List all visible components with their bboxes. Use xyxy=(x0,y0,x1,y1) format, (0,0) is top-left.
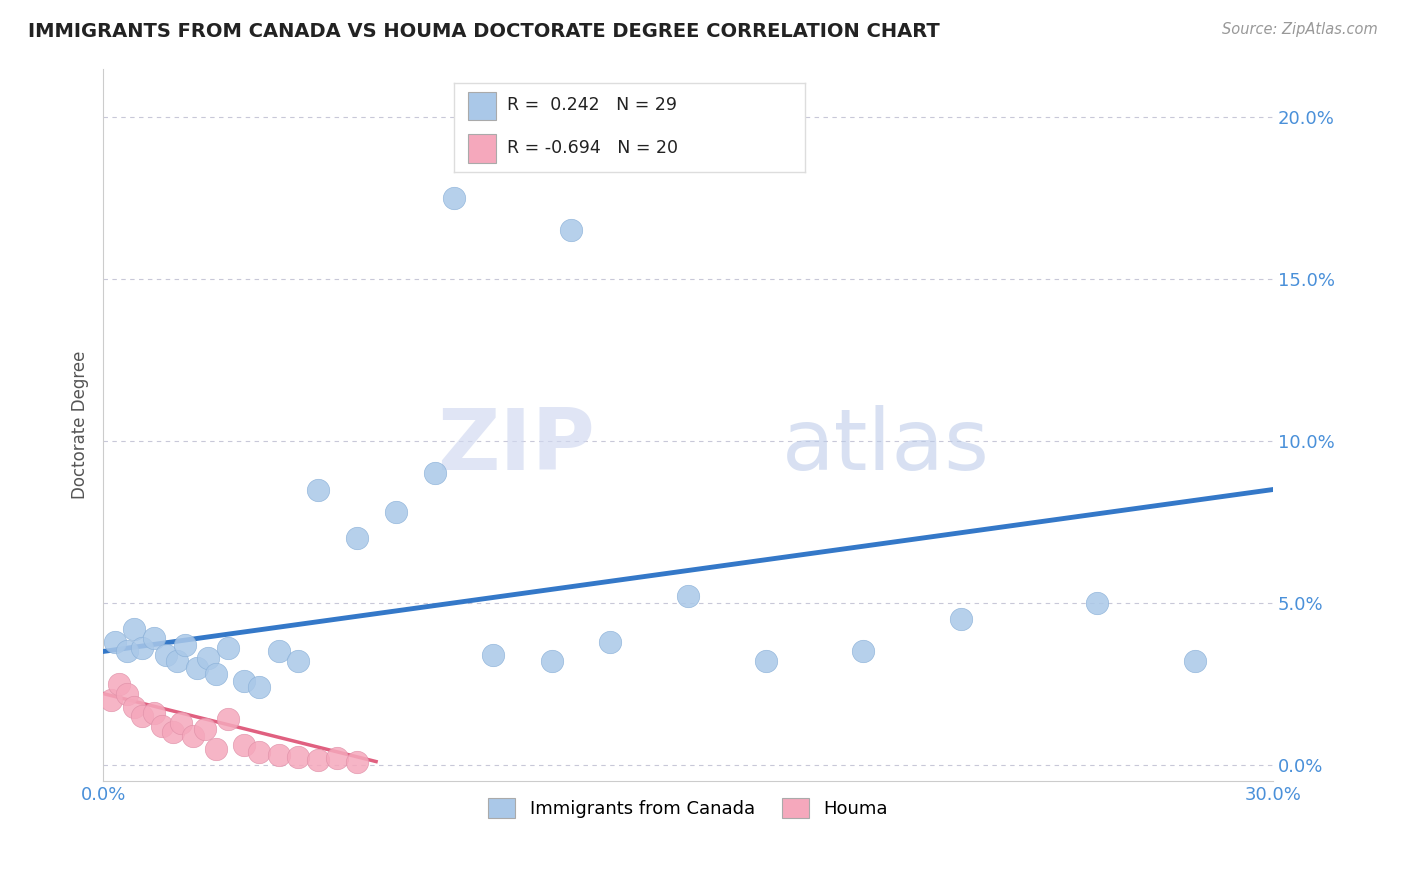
Point xyxy=(267,644,290,658)
Y-axis label: Doctorate Degree: Doctorate Degree xyxy=(72,351,89,499)
Point xyxy=(115,644,138,658)
Point xyxy=(186,660,208,674)
Point xyxy=(104,634,127,648)
Point xyxy=(100,693,122,707)
Point xyxy=(142,632,165,646)
Point xyxy=(326,751,349,765)
Point xyxy=(287,749,309,764)
Point xyxy=(162,725,184,739)
Point xyxy=(205,741,228,756)
Point xyxy=(307,753,329,767)
Point xyxy=(346,531,368,545)
Point xyxy=(346,755,368,769)
Point xyxy=(423,467,446,481)
Text: atlas: atlas xyxy=(782,405,990,488)
Point xyxy=(232,673,254,688)
Point xyxy=(267,748,290,763)
Point xyxy=(107,677,129,691)
Point xyxy=(247,680,270,694)
Point xyxy=(560,223,582,237)
Point xyxy=(131,641,153,656)
Text: Source: ZipAtlas.com: Source: ZipAtlas.com xyxy=(1222,22,1378,37)
Point xyxy=(217,713,239,727)
Point xyxy=(131,709,153,723)
Point xyxy=(307,483,329,497)
Point xyxy=(755,654,778,668)
Point xyxy=(197,651,219,665)
Point xyxy=(155,648,177,662)
Point xyxy=(181,729,204,743)
Point xyxy=(247,745,270,759)
Point xyxy=(142,706,165,720)
Point xyxy=(482,648,505,662)
Point xyxy=(676,590,699,604)
Point xyxy=(443,191,465,205)
Point xyxy=(205,667,228,681)
Point xyxy=(287,654,309,668)
Point xyxy=(170,715,193,730)
Point xyxy=(150,719,173,733)
Point xyxy=(193,722,215,736)
Point xyxy=(384,505,406,519)
Point xyxy=(124,699,146,714)
Point xyxy=(1184,654,1206,668)
Point xyxy=(1087,596,1109,610)
Text: ZIP: ZIP xyxy=(437,405,595,488)
Point xyxy=(852,644,875,658)
Point xyxy=(232,739,254,753)
Point xyxy=(217,641,239,656)
Text: IMMIGRANTS FROM CANADA VS HOUMA DOCTORATE DEGREE CORRELATION CHART: IMMIGRANTS FROM CANADA VS HOUMA DOCTORAT… xyxy=(28,22,939,41)
Point xyxy=(599,634,621,648)
Point xyxy=(124,622,146,636)
Point xyxy=(115,687,138,701)
Point xyxy=(540,654,562,668)
Point xyxy=(166,654,188,668)
Legend: Immigrants from Canada, Houma: Immigrants from Canada, Houma xyxy=(481,791,896,825)
Point xyxy=(949,612,972,626)
Point xyxy=(174,638,197,652)
